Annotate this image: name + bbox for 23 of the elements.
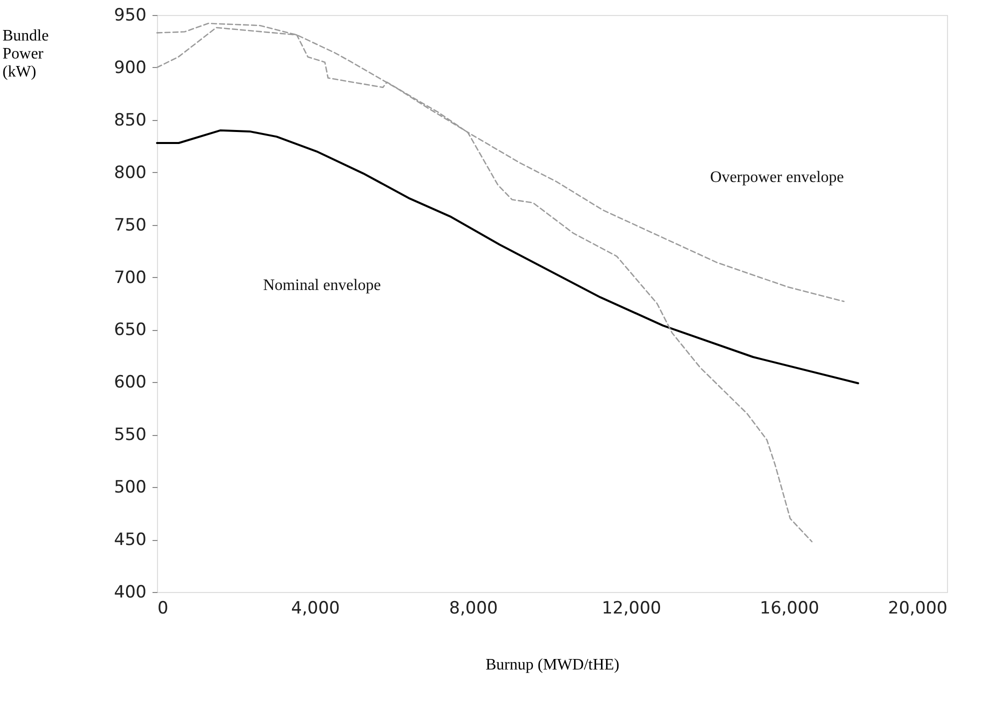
annotation: Nominal envelope [263,277,381,294]
y-tick-label: 550 [114,425,146,446]
y-tick-label: 600 [114,372,146,393]
line-series [156,129,860,384]
x-tick-label: 8,000 [449,598,498,618]
x-axis-title: Burnup (MWD/tHE) [486,656,620,674]
y-tick-label: 750 [114,215,146,236]
y-tick-label: 450 [114,530,146,550]
y-tick-label: 700 [114,268,146,288]
y-tick-label: 500 [114,478,146,498]
y-tick-label: 400 [114,582,146,602]
x-tick-label: 4,000 [291,598,340,618]
y-tick-label: 850 [114,110,146,130]
y-tick-label: 650 [114,320,146,340]
annotation: Overpower envelope [710,169,844,186]
x-tick-label: 12,000 [602,598,662,618]
y-axis-title: Bundle Power (kW) [2,28,49,80]
x-tick-label: 16,000 [760,598,820,618]
x-tick-label: 20,000 [888,598,948,618]
y-tick-label: 950 [114,6,146,26]
x-tick-label: 0 [158,598,168,618]
y-tick-label: 800 [114,162,146,183]
y-tick-label: 900 [114,58,146,78]
